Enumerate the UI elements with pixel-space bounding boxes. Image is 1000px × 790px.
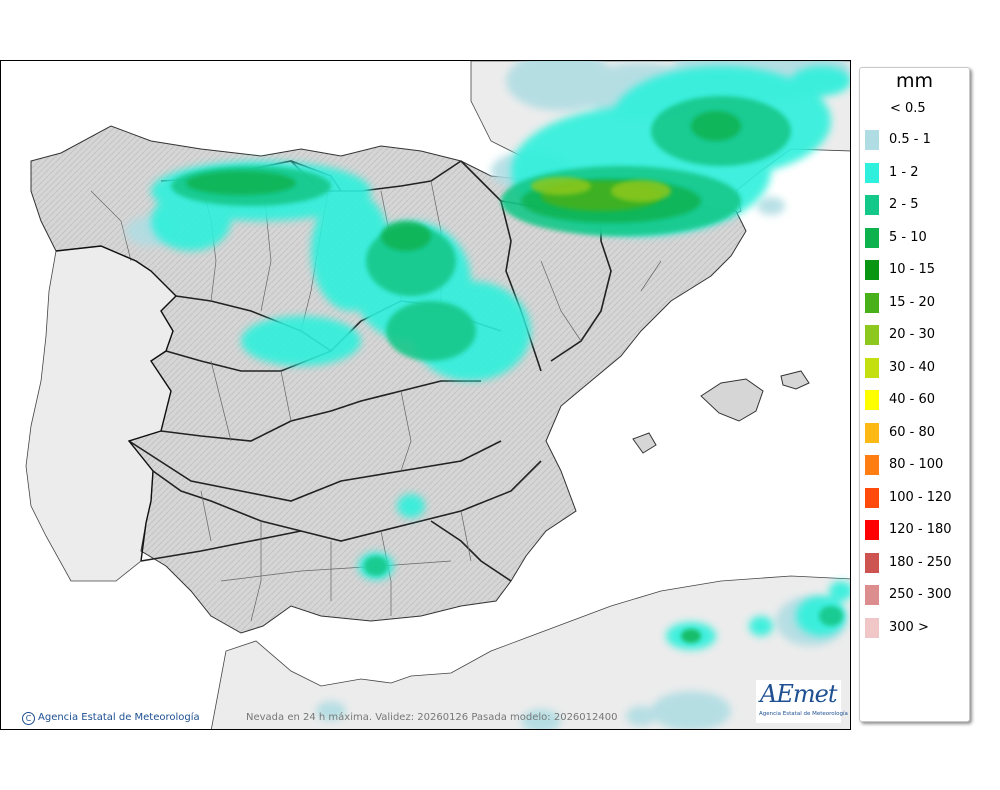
legend-below-label: < 0.5 [890, 101, 926, 116]
legend-label: 30 - 40 [889, 359, 936, 375]
legend-label: 10 - 15 [889, 262, 936, 277]
snowfall-map [0, 60, 851, 730]
legend-label: 120 - 180 [889, 522, 952, 537]
legend-swatch [865, 520, 879, 540]
legend-label: 250 - 300 [889, 587, 952, 602]
aemet-logo: AEmet Agencia Estatal de Meteorología [756, 680, 848, 723]
map-canvas [25, 61, 850, 729]
legend-swatch [865, 260, 879, 280]
snowfall-overlay [126, 61, 850, 729]
legend-label: 2 - 5 [889, 197, 919, 212]
legend-label: 0.5 - 1 [889, 132, 931, 147]
legend-panel: mm < 0.5 0.5 - 1 1 - 2 2 - 5 5 - 10 10 - 15 1… [859, 67, 970, 722]
legend-label: 100 - 120 [889, 489, 952, 505]
legend-label: 5 - 10 [889, 229, 927, 245]
legend-swatch [865, 130, 879, 150]
logo-wordmark: AEmet [760, 680, 837, 708]
legend-label: 20 - 30 [889, 327, 936, 342]
legend-swatch [865, 325, 879, 345]
legend-label: 40 - 60 [889, 392, 936, 407]
legend-swatch [865, 292, 879, 313]
legend-swatch [865, 162, 879, 183]
legend-swatch [865, 552, 879, 573]
spain-portugal-border [55, 245, 177, 562]
logo-subtitle: Agencia Estatal de Meteorología [759, 711, 848, 717]
legend-label: 1 - 2 [889, 164, 919, 180]
legend-swatch [865, 422, 879, 443]
legend-swatch [865, 227, 879, 248]
africa-landmass [210, 575, 850, 729]
legend-title: mm [895, 70, 934, 92]
legend-swatch [865, 195, 879, 215]
legend-swatch [865, 455, 879, 475]
ibiza [632, 432, 657, 454]
legend-label: 300 > [889, 619, 929, 635]
legend-label: 180 - 250 [889, 554, 952, 570]
legend-swatch [865, 617, 879, 638]
legend-label: 60 - 80 [889, 424, 936, 440]
legend-swatch [865, 390, 879, 410]
map-caption: Nevada en 24 h máxima. Validez: 20260126… [246, 712, 618, 723]
legend-swatch [865, 585, 879, 605]
copyright-icon: C [22, 712, 35, 725]
menorca [780, 370, 810, 390]
legend-label: 15 - 20 [889, 294, 936, 310]
legend-label: 80 - 100 [889, 457, 944, 472]
legend-swatch [865, 487, 879, 508]
agency-credit-text: Agencia Estatal de Meteorología [38, 712, 200, 723]
agency-credit: C Agencia Estatal de Meteorología [22, 712, 200, 725]
legend-swatch [865, 357, 879, 378]
mallorca [700, 378, 764, 422]
